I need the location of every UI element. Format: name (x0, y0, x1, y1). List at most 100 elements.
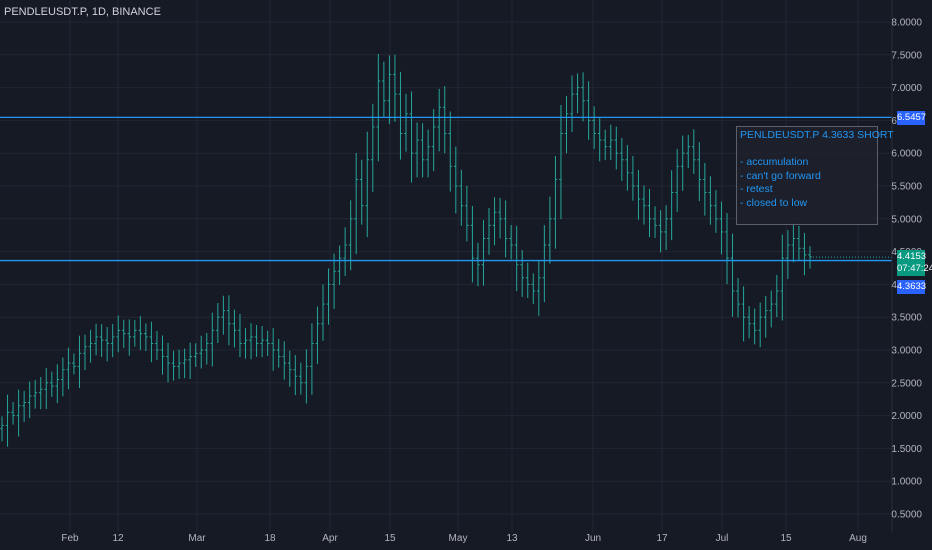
ohlc-bar (625, 144, 630, 191)
y-tick-label: 8.0000 (891, 18, 922, 29)
ohlc-bar (664, 205, 668, 251)
ohlc-bar (608, 124, 613, 160)
ohlc-bar (293, 355, 298, 396)
ohlc-bar (138, 316, 143, 350)
ohlc-bar (260, 326, 264, 358)
ohlc-bar (398, 71, 403, 160)
note-line-3: - retest (740, 183, 773, 195)
ohlc-bar (680, 135, 685, 191)
ohlc-bar (730, 233, 735, 317)
ohlc-bar (763, 296, 768, 338)
ohlc-bar (243, 328, 248, 359)
ohlc-bar (686, 134, 691, 169)
ohlc-bar (77, 335, 82, 388)
ohlc-bar (719, 201, 724, 255)
ohlc-bar (620, 138, 624, 181)
symbol-title: PENDLEUSDT.P, 1D, BINANCE (4, 6, 161, 18)
x-tick-label: Apr (322, 533, 338, 544)
x-tick-label: May (449, 533, 468, 544)
y-tick-label: 5.5000 (891, 182, 922, 193)
ohlc-bar (409, 91, 414, 183)
ohlc-bar (426, 129, 430, 178)
ohlc-bar (204, 332, 209, 365)
ohlc-bar (492, 197, 497, 246)
ohlc-bar (752, 308, 757, 345)
ohlc-bar (199, 335, 204, 369)
ohlc-bar (537, 260, 541, 316)
ohlc-bar (570, 75, 574, 132)
ohlc-bar (769, 290, 774, 328)
x-tick-label: 15 (780, 533, 792, 544)
ohlc-bar (586, 81, 591, 140)
note-line-4: - closed to low (740, 196, 808, 209)
ohlc-bar (542, 225, 547, 303)
ohlc-bar (121, 319, 126, 349)
ohlc-bar (232, 309, 237, 348)
x-tick-label: 12 (112, 533, 124, 544)
ohlc-bar (525, 262, 530, 299)
ohlc-bar (27, 381, 32, 419)
x-tick-label: Mar (188, 533, 206, 544)
ohlc-bar (149, 321, 154, 363)
upper-level-price-tag: 6.5457 (897, 111, 927, 125)
ohlc-bar (276, 338, 281, 368)
ohlc-bar (481, 220, 486, 286)
ohlc-bar (487, 208, 491, 255)
ohlc-bar (448, 111, 453, 192)
ohlc-bar (780, 234, 785, 321)
ohlc-bar (182, 348, 187, 379)
ohlc-bar (315, 306, 320, 365)
ohlc-bar (221, 295, 226, 335)
ohlc-bar (476, 242, 480, 287)
ohlc-bar (321, 284, 325, 341)
ohlc-bar (459, 169, 464, 226)
grid-lines (0, 0, 892, 532)
ohlc-bar (304, 349, 309, 404)
ohlc-bar (631, 156, 635, 201)
ohlc-bar (105, 327, 109, 362)
ohlc-bar (454, 146, 458, 214)
ohlc-bar (509, 225, 513, 260)
y-tick-label: 3.0000 (891, 346, 922, 357)
ohlc-bar (592, 106, 596, 149)
note-spacer (740, 143, 874, 157)
ohlc-bar (287, 350, 292, 387)
ohlc-bar (636, 170, 641, 220)
ohlc-bar (193, 343, 198, 367)
ohlc-bars (0, 53, 812, 447)
ohlc-bar (166, 342, 170, 383)
ohlc-bar (72, 353, 76, 375)
trade-note-box[interactable]: PENLDEUSDT.P 4.3633 SHORT - accumulation… (736, 126, 894, 225)
y-tick-label: 7.5000 (891, 50, 922, 61)
ohlc-bar (725, 213, 729, 285)
ohlc-bar (110, 323, 115, 358)
time-axis[interactable]: Feb 12 Mar 18 Apr 15 May 13 Jun 17 Jul 15 Aug (61, 533, 867, 544)
ohlc-bar (22, 390, 26, 422)
ohlc-bar (786, 230, 790, 280)
ohlc-bar (133, 319, 137, 347)
ohlc-bar (514, 225, 519, 292)
ohlc-bar (116, 315, 121, 353)
ohlc-bar (61, 357, 65, 397)
horizontal-levels[interactable] (0, 116, 892, 262)
x-tick-label: 17 (656, 533, 668, 544)
ohlc-bar (675, 148, 679, 213)
ohlc-bar (55, 364, 60, 404)
ohlc-bar (160, 335, 165, 375)
ohlc-bar (520, 250, 525, 297)
y-tick-label: 5.0000 (891, 214, 922, 225)
x-tick-label: 13 (506, 533, 518, 544)
y-tick-label: 0.5000 (891, 510, 922, 521)
ohlc-bar (16, 389, 21, 437)
ohlc-bar (38, 377, 43, 410)
ohlc-bar (802, 232, 807, 276)
ohlc-bar (747, 306, 751, 339)
x-tick-label: Jun (585, 533, 601, 544)
ohlc-bar (382, 61, 386, 117)
ohlc-bar (249, 323, 253, 360)
ohlc-bar (442, 86, 447, 154)
ohlc-bar (559, 104, 563, 220)
bar-countdown: 07:47:24 (897, 263, 932, 274)
note-line-2: - can't go forward (740, 169, 821, 182)
